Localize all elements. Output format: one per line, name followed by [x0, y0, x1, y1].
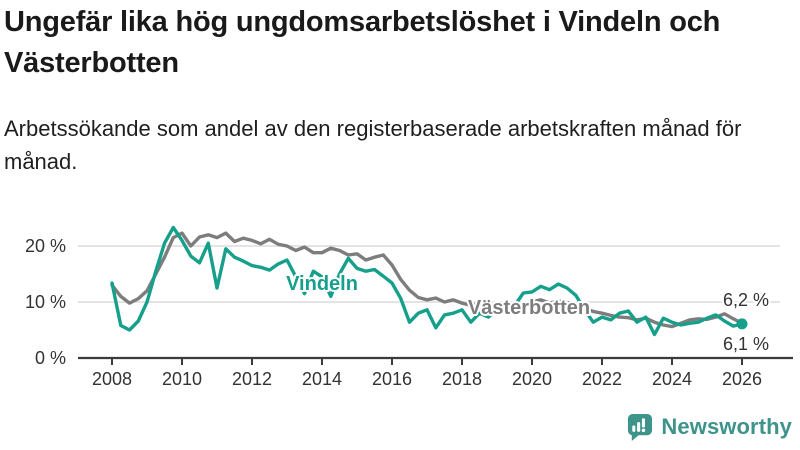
series-label-vindeln: Vindeln: [286, 273, 358, 295]
x-tick-label: 2016: [372, 369, 412, 389]
y-tick-label: 20 %: [25, 236, 66, 256]
x-tick-label: 2024: [652, 369, 692, 389]
series-endpoint-dot: [736, 318, 748, 330]
x-tick-label: 2018: [442, 369, 482, 389]
x-tick-label: 2022: [582, 369, 622, 389]
x-tick-label: 2020: [512, 369, 552, 389]
page-title: Ungefär lika hög ungdomsarbetslöshet i V…: [4, 6, 721, 80]
chart-subtitle: Arbetssökande som andel av den registerb…: [4, 116, 742, 174]
end-value-label-vindeln: 6,1 %: [723, 334, 769, 354]
newsworthy-logo: Newsworthy: [626, 412, 792, 442]
end-value-label-västerbotten: 6,2 %: [723, 290, 769, 310]
x-tick-label: 2010: [162, 369, 202, 389]
x-tick-label: 2014: [302, 369, 342, 389]
newsworthy-logo-text: Newsworthy: [661, 414, 792, 439]
x-tick-label: 2026: [722, 369, 762, 389]
x-tick-label: 2012: [232, 369, 272, 389]
x-tick-label: 2008: [92, 369, 132, 389]
y-tick-label: 0 %: [35, 348, 66, 368]
series-label-västerbotten: Västerbotten: [468, 297, 590, 319]
series-line-vindeln: [110, 225, 744, 337]
bar-chart-bubble-icon: [628, 413, 653, 441]
y-tick-label: 10 %: [25, 292, 66, 312]
